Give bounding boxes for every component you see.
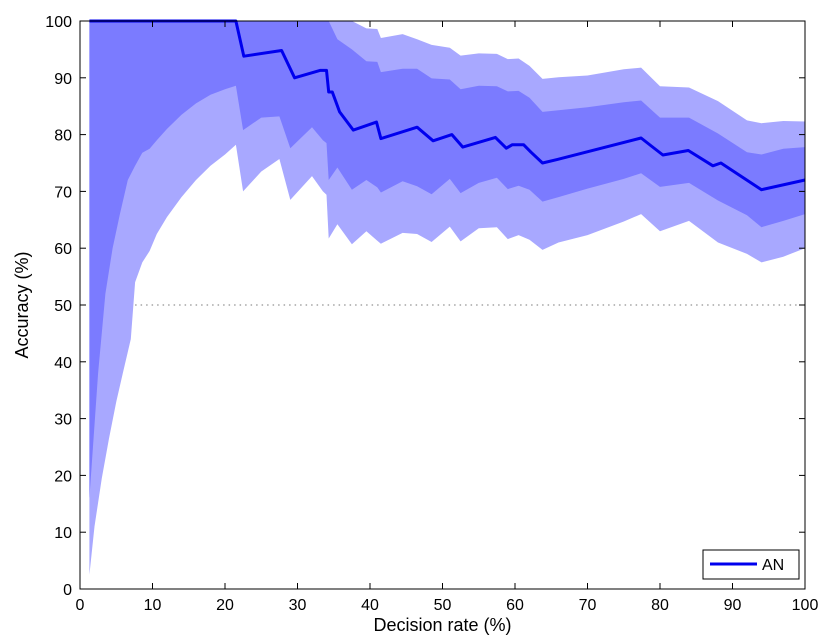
x-tick-label: 60 bbox=[506, 597, 524, 614]
series-lines bbox=[89, 19, 806, 192]
y-tick-label: 0 bbox=[63, 582, 72, 599]
x-tick-label: 100 bbox=[792, 597, 819, 614]
axes: 0 10 20 30 40 50 60 70 80 90 100 0 10 20 30 40 50 60 70 80 9… bbox=[45, 14, 818, 614]
series-line-AN bbox=[89, 19, 806, 192]
y-tick-label: 40 bbox=[54, 355, 72, 372]
y-tick-label: 50 bbox=[54, 298, 72, 315]
legend: AN bbox=[702, 549, 800, 580]
y-tick-label: 20 bbox=[54, 468, 72, 485]
x-tick-label: 0 bbox=[76, 597, 85, 614]
x-tick-label: 20 bbox=[216, 597, 234, 614]
band-inner bbox=[89, 21, 805, 499]
y-tick-label: 80 bbox=[54, 128, 72, 145]
x-axis-label: Decision rate (%) bbox=[373, 615, 511, 635]
x-tick-label: 30 bbox=[289, 597, 307, 614]
x-tick-label: 90 bbox=[724, 597, 742, 614]
x-tick-label: 50 bbox=[434, 597, 452, 614]
y-tick-label: 30 bbox=[54, 412, 72, 429]
y-tick-label: 100 bbox=[45, 14, 72, 31]
x-tick-label: 40 bbox=[361, 597, 379, 614]
x-tick-label: 80 bbox=[651, 597, 669, 614]
legend-label-AN: AN bbox=[762, 557, 784, 574]
confidence-bands bbox=[89, 21, 805, 575]
y-tick-label: 70 bbox=[54, 184, 72, 201]
x-tick-label: 10 bbox=[144, 597, 162, 614]
y-tick-label: 90 bbox=[54, 71, 72, 88]
y-axis-label: Accuracy (%) bbox=[12, 251, 32, 358]
y-tick-label: 10 bbox=[54, 525, 72, 542]
x-tick-label: 70 bbox=[579, 597, 597, 614]
y-tick-label: 60 bbox=[54, 241, 72, 258]
